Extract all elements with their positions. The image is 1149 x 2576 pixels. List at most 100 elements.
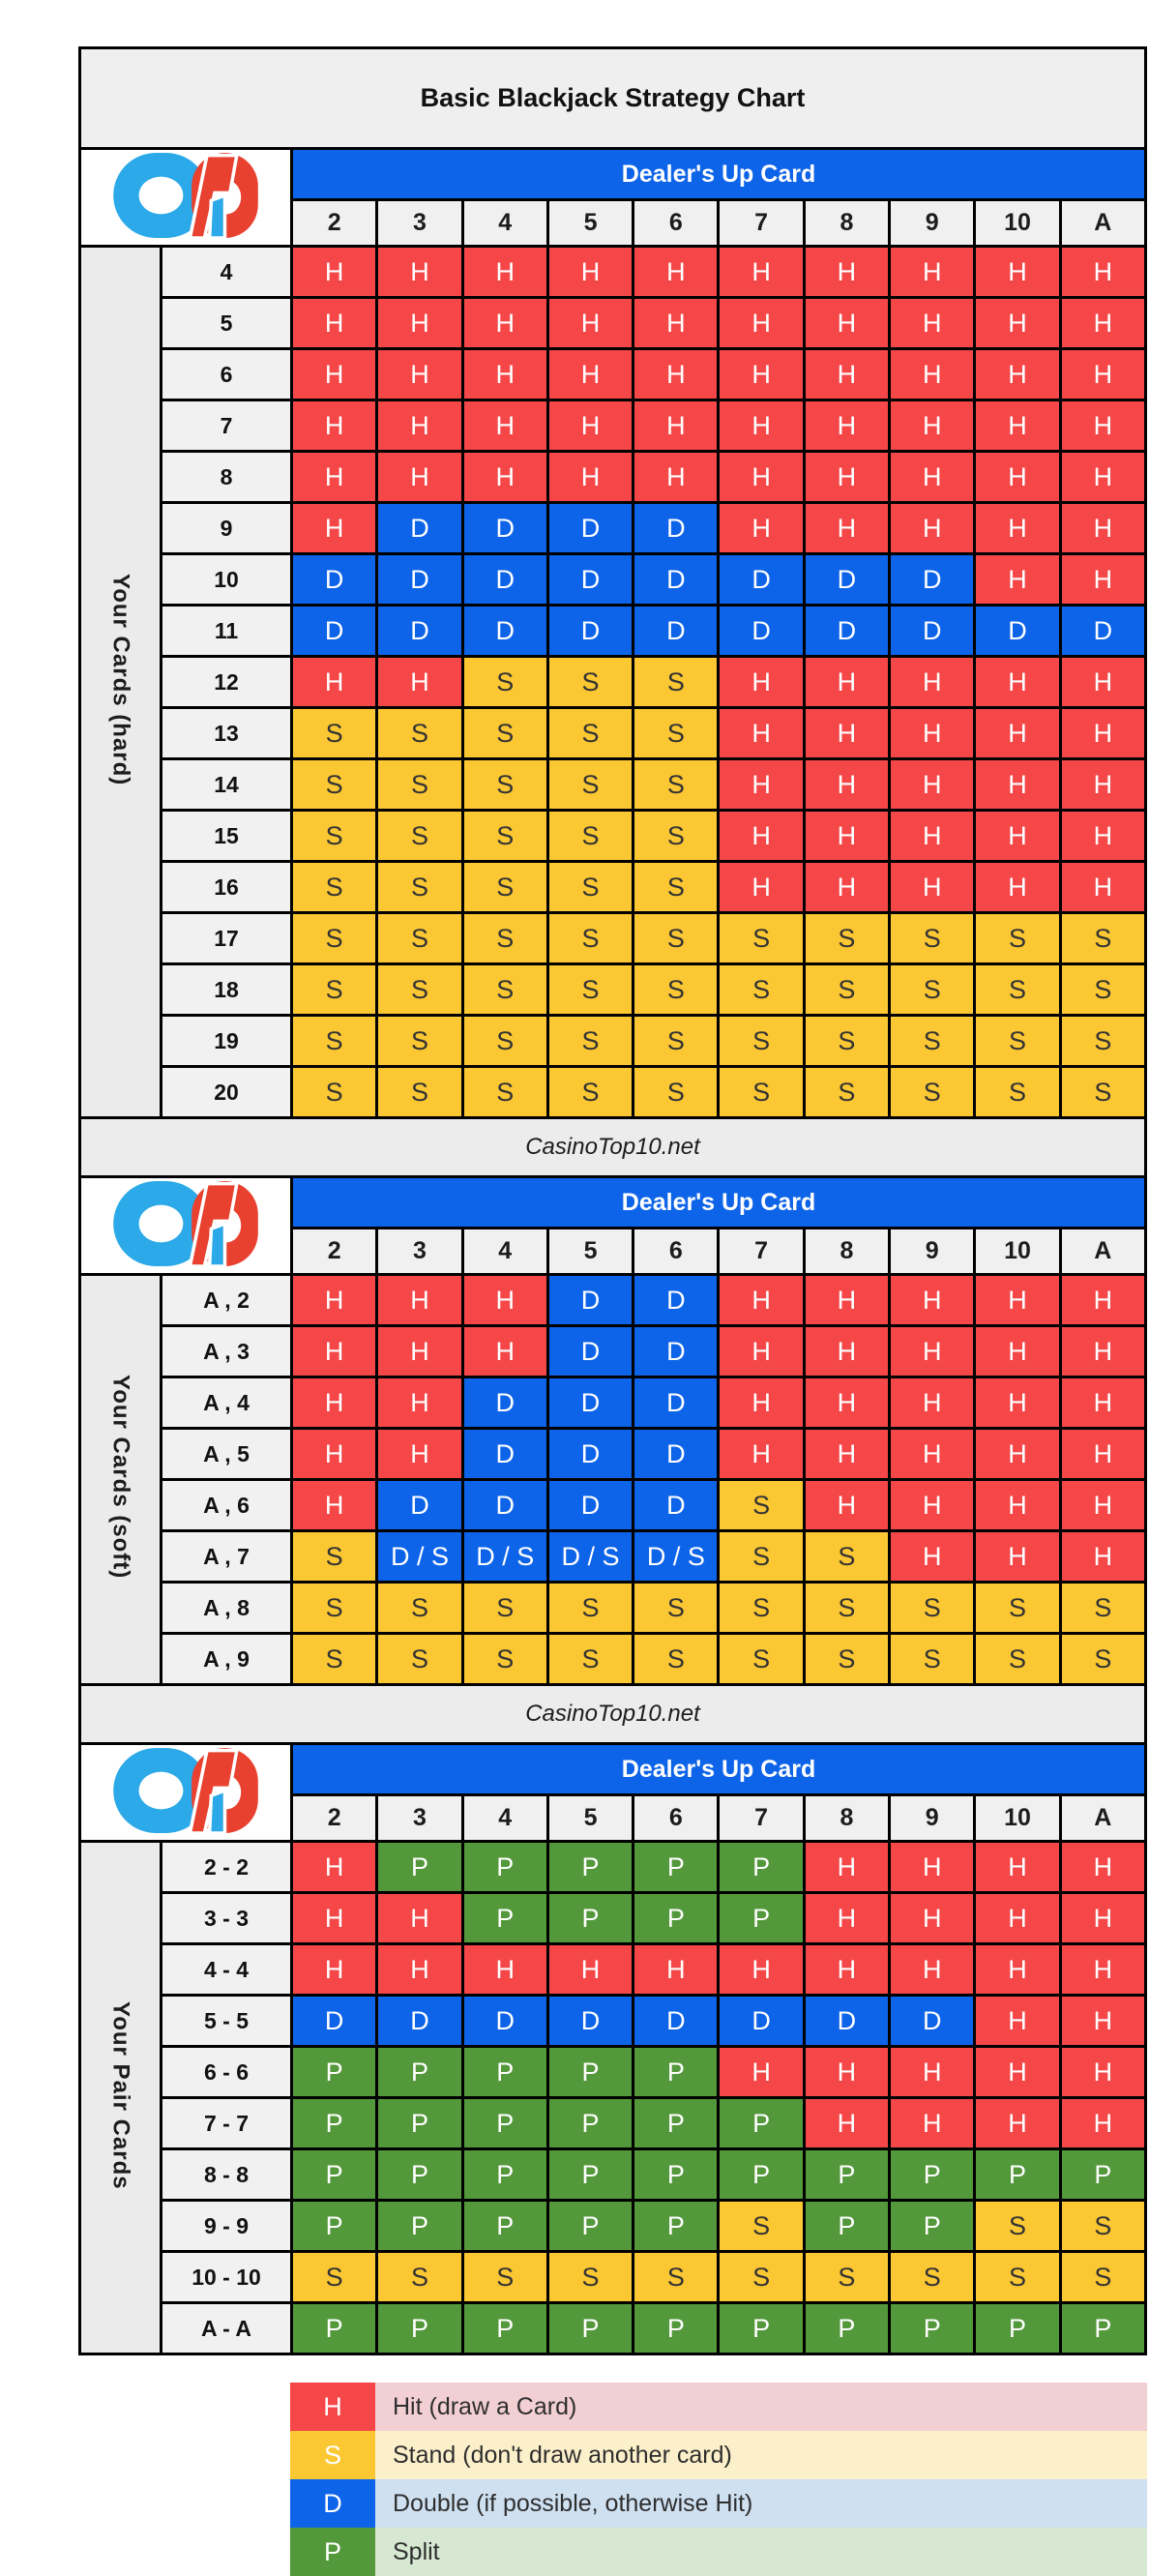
- dealer-card-header: 8: [802, 1227, 892, 1276]
- dealer-card-header: 6: [632, 1227, 721, 1276]
- action-cell: S: [460, 706, 549, 760]
- action-cell: S: [289, 1529, 379, 1584]
- player-cards-label-text: Your Cards (hard): [107, 573, 134, 786]
- action-cell: P: [1058, 2301, 1148, 2355]
- dealer-up-card-header: Dealer's Up Card: [290, 1742, 1147, 1796]
- action-cell: H: [973, 860, 1062, 914]
- legend-item-label: Split: [393, 2537, 440, 2565]
- action-cell: D: [545, 604, 635, 658]
- action-cell: H: [1058, 1891, 1148, 1945]
- action-cell: H: [888, 860, 977, 914]
- action-cell: S: [973, 1581, 1062, 1635]
- action-cell: S: [1058, 1065, 1148, 1119]
- action-cell: S: [632, 655, 721, 709]
- action-cell: H: [1058, 655, 1148, 709]
- action-cell: P: [460, 1891, 549, 1945]
- dealer-up-card-header: Dealer's Up Card: [290, 147, 1147, 201]
- page-title: Basic Blackjack Strategy Chart: [78, 46, 1147, 150]
- dealer-card-header: 9: [888, 198, 977, 248]
- action-cell: D: [545, 1273, 635, 1327]
- player-hand-label: 15: [160, 809, 293, 863]
- action-cell: D: [375, 501, 464, 555]
- action-cell: H: [802, 399, 892, 453]
- action-cell: P: [545, 2147, 635, 2202]
- soft-hands-table: Dealer's Up Card 2 3 4 5 6 7 8 9 10 A Your Cards (s…: [78, 1175, 1148, 1686]
- action-cell: D: [545, 1478, 635, 1532]
- action-cell: H: [545, 450, 635, 504]
- action-cell: H: [289, 450, 379, 504]
- action-cell: S: [460, 809, 549, 863]
- hard-hands-table: Dealer's Up Card 2 3 4 5 6 7 8 9 10 A Your Cards (h…: [78, 147, 1148, 1119]
- dealer-card-header: A: [1058, 1227, 1148, 1276]
- action-cell: S: [289, 1581, 379, 1635]
- action-cell: H: [1058, 706, 1148, 760]
- action-cell: S: [888, 1014, 977, 1068]
- player-hand-label: 5: [160, 296, 293, 350]
- action-cell: S: [289, 2250, 379, 2304]
- action-cell: H: [1058, 2045, 1148, 2099]
- action-cell: H: [1058, 1273, 1148, 1327]
- action-cell: H: [1058, 245, 1148, 299]
- legend: H Hit (draw a Card) S Stand (don't draw ano…: [290, 2383, 1147, 2576]
- action-cell: H: [1058, 1376, 1148, 1430]
- player-hand-label: 6 - 6: [160, 2045, 293, 2099]
- action-cell: D: [460, 501, 549, 555]
- action-cell: H: [1058, 2096, 1148, 2150]
- action-cell: H: [632, 1942, 721, 1997]
- action-cell: H: [717, 2045, 806, 2099]
- dealer-up-card-header: Dealer's Up Card: [290, 1175, 1147, 1229]
- action-cell: H: [973, 1942, 1062, 1997]
- action-cell: S: [717, 1014, 806, 1068]
- action-cell: S: [375, 2250, 464, 2304]
- action-cell: D: [460, 1376, 549, 1430]
- dealer-card-header: 2: [289, 198, 379, 248]
- action-cell: H: [1058, 860, 1148, 914]
- action-cell: P: [717, 1891, 806, 1945]
- action-cell: P: [375, 2045, 464, 2099]
- action-cell: S: [802, 2250, 892, 2304]
- action-cell: P: [375, 2199, 464, 2253]
- action-cell: S: [973, 2199, 1062, 2253]
- action-cell: H: [888, 501, 977, 555]
- action-cell: S: [717, 1581, 806, 1635]
- action-cell: H: [802, 296, 892, 350]
- logo-cell: [78, 147, 293, 248]
- action-cell: S: [973, 2250, 1062, 2304]
- action-cell: H: [1058, 1840, 1148, 1894]
- action-cell: S: [717, 1065, 806, 1119]
- player-hand-label: 18: [160, 962, 293, 1017]
- action-cell: D: [632, 1478, 721, 1532]
- action-cell: P: [289, 2301, 379, 2355]
- action-cell: H: [888, 296, 977, 350]
- action-cell: D: [545, 1376, 635, 1430]
- dealer-card-header: 6: [632, 1793, 721, 1843]
- player-hand-label: A , 4: [160, 1376, 293, 1430]
- action-cell: P: [802, 2147, 892, 2202]
- action-cell: D: [632, 604, 721, 658]
- action-cell: D: [888, 552, 977, 607]
- action-cell: H: [1058, 1942, 1148, 1997]
- action-cell: H: [888, 706, 977, 760]
- blackjack-strategy-chart: Basic Blackjack Strategy Chart Dealer's …: [78, 46, 1148, 2576]
- action-cell: H: [802, 757, 892, 812]
- action-cell: D / S: [632, 1529, 721, 1584]
- action-cell: D: [545, 1427, 635, 1481]
- action-cell: H: [973, 1376, 1062, 1430]
- action-cell: S: [375, 1632, 464, 1686]
- action-cell: P: [632, 1891, 721, 1945]
- action-cell: H: [717, 655, 806, 709]
- action-cell: S: [460, 1014, 549, 1068]
- action-cell: S: [460, 2250, 549, 2304]
- action-cell: D: [545, 1994, 635, 2048]
- action-cell: H: [802, 860, 892, 914]
- action-cell: S: [1058, 1632, 1148, 1686]
- action-cell: D: [375, 1478, 464, 1532]
- action-cell: H: [460, 347, 549, 401]
- action-cell: S: [460, 1632, 549, 1686]
- player-hand-label: 19: [160, 1014, 293, 1068]
- action-cell: H: [802, 809, 892, 863]
- action-cell: H: [973, 2096, 1062, 2150]
- action-cell: S: [289, 1065, 379, 1119]
- action-cell: S: [460, 911, 549, 965]
- action-cell: D: [802, 1994, 892, 2048]
